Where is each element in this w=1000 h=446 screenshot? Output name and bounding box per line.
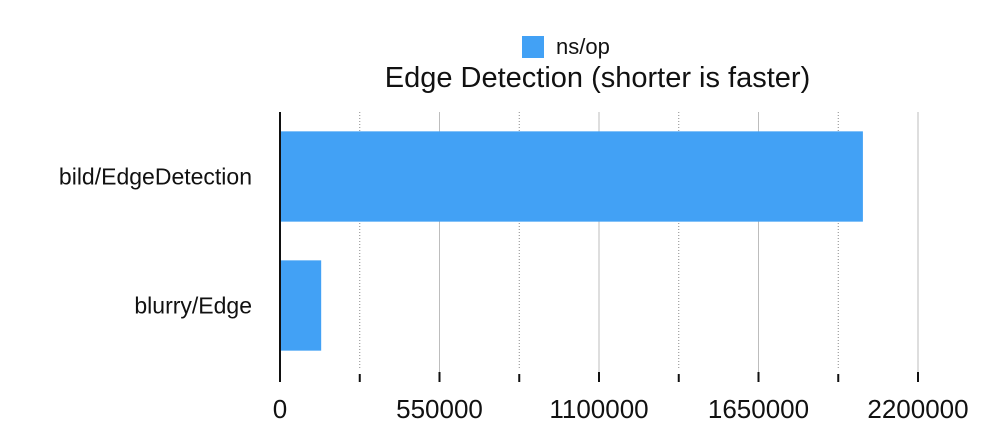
category-label: bild/EdgeDetection [59,164,252,190]
chart-title: Edge Detection (shorter is faster) [384,62,811,94]
x-tick-label: 1100000 [549,394,648,424]
x-tick-label: 1650000 [708,394,809,424]
x-tick-label: 2200000 [867,394,968,424]
x-tick-label: 550000 [396,394,483,424]
legend-swatch [522,36,544,58]
x-tick-label: 0 [273,394,287,424]
legend-label: ns/op [556,34,610,59]
legend: ns/op [0,34,1000,60]
bar-bild-edgedetection [280,131,863,222]
category-label: blurry/Edge [134,293,252,319]
bar-blurry-edge [280,260,322,351]
